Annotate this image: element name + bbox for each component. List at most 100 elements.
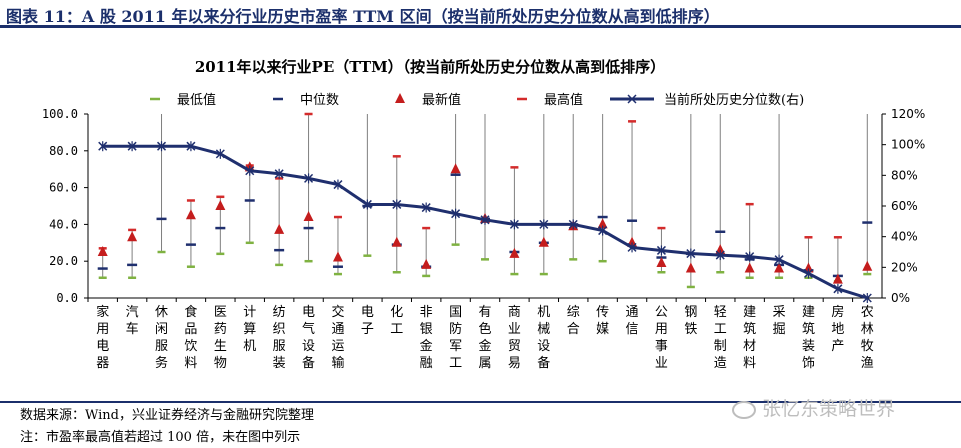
- percentile-point: [421, 202, 431, 213]
- percentile-point: [186, 141, 196, 152]
- legend-label: 最新值: [422, 92, 461, 108]
- figure-title: 图表 11：A 股 2011 年以来分行业历史市盈率 TTM 区间（按当前所处历…: [0, 0, 961, 28]
- y-tick-label: 40.0: [49, 217, 78, 231]
- latest-marker: [832, 273, 843, 284]
- x-tick-label: 房地产: [831, 304, 844, 354]
- percentile-point: [127, 141, 137, 152]
- percentile-point: [686, 248, 696, 259]
- x-tick-label: 机械设备: [537, 305, 550, 371]
- x-tick-label: 化工: [390, 305, 403, 337]
- legend-label: 中位数: [300, 93, 339, 108]
- chart-axes: 100.0 80.0 60.0 40.0 20.0 0.0 120% 100% 80% 60% 40…: [42, 107, 925, 371]
- percentile-point: [862, 293, 872, 303]
- watermark-text: 张忆东策略世界: [762, 398, 896, 420]
- latest-marker: [274, 223, 285, 234]
- y2-tick-label: 60%: [891, 199, 918, 213]
- legend-swatch: [627, 94, 637, 104]
- percentile-point: [715, 250, 725, 261]
- wechat-icon: [732, 400, 756, 419]
- x-tick-label: 医药生物: [214, 305, 227, 371]
- percentile-point: [156, 141, 167, 152]
- x-tick-label: 食品饮料: [184, 304, 197, 371]
- y-tick-label: 60.0: [49, 181, 78, 195]
- x-tick-label: 电子: [361, 305, 374, 337]
- legend-label: 最低值: [177, 92, 216, 108]
- x-tick-label: 国防军工: [449, 305, 462, 371]
- latest-marker: [538, 236, 549, 247]
- percentile-point: [803, 268, 814, 279]
- y2-tick-label: 40%: [891, 230, 918, 244]
- percentile-point: [539, 219, 549, 230]
- x-tick-label: 有色金属: [478, 305, 491, 371]
- latest-marker: [332, 251, 343, 262]
- x-tick-label: 钢铁: [684, 305, 697, 337]
- pe-range-chart: 2011年以来行业PE（TTM）（按当前所处历史分位数从高到低排序） 最低值 中位…: [42, 58, 925, 371]
- percentile-point: [274, 168, 284, 179]
- percentile-point: [304, 173, 314, 184]
- y2-tick-label: 120%: [891, 107, 925, 121]
- percentile-point: [598, 225, 608, 236]
- y2-tick-label: 100%: [891, 138, 925, 152]
- x-tick-label: 汽车: [126, 305, 139, 337]
- latest-marker: [509, 247, 520, 258]
- percentile-point: [245, 165, 255, 176]
- percentile-point: [98, 141, 108, 152]
- x-tick-label: 综合: [567, 305, 580, 337]
- latest-marker: [97, 246, 108, 256]
- bottom-rule: [0, 401, 961, 403]
- y-tick-label: 0.0: [56, 291, 78, 305]
- x-tick-label: 家用电器: [96, 304, 109, 371]
- x-tick-label: 计算机: [243, 305, 256, 354]
- latest-marker: [744, 262, 755, 273]
- legend-label: 当前所处历史分位数(右): [664, 92, 804, 108]
- x-tick-label: 建筑材料: [743, 305, 756, 371]
- legend-swatch: [395, 93, 405, 103]
- chart-legend: 最低值 中位数 最新值 最高值 当前所处历史分位数(右): [150, 92, 804, 108]
- x-tick-label: 农林牧渔: [861, 305, 874, 371]
- chart-title: 2011年以来行业PE（TTM）（按当前所处历史分位数从高到低排序）: [195, 58, 665, 76]
- latest-marker: [597, 218, 608, 229]
- y2-tick-label: 80%: [891, 168, 918, 182]
- x-tick-label: 交通运输: [331, 304, 344, 371]
- x-tick-label: 采掘: [773, 305, 786, 337]
- latest-marker: [215, 200, 226, 210]
- percentile-point: [451, 208, 461, 219]
- percentile-point: [833, 283, 843, 294]
- latest-marker: [450, 163, 461, 174]
- source-note: 数据来源：Wind，兴业证券经济与金融研究院整理: [20, 408, 314, 423]
- x-tick-label: 建筑装饰: [802, 305, 815, 371]
- percentile-point: [392, 199, 402, 210]
- x-tick-label: 纺织服装: [273, 305, 286, 371]
- legend-label: 最高值: [544, 92, 583, 108]
- percentile-point: [745, 251, 755, 262]
- x-tick-label: 公用事业: [655, 305, 668, 371]
- watermark: 张忆东策略世界: [732, 394, 895, 421]
- percentile-point: [656, 245, 666, 256]
- percentile-point: [774, 254, 784, 265]
- percentile-point: [509, 219, 519, 230]
- latest-marker: [421, 258, 432, 269]
- y-tick-label: 20.0: [49, 254, 78, 268]
- y2-tick-label: 0%: [891, 291, 910, 305]
- latest-marker: [185, 209, 196, 220]
- latest-marker: [656, 257, 667, 268]
- y2-tick-label: 20%: [891, 260, 918, 274]
- percentile-point: [568, 219, 578, 230]
- latest-marker: [303, 211, 314, 222]
- y-tick-label: 100.0: [42, 107, 78, 121]
- percentile-point: [627, 242, 637, 253]
- x-tick-label: 非银金融: [420, 305, 433, 371]
- latest-marker: [391, 236, 402, 247]
- x-tick-label: 电气设备: [302, 305, 315, 371]
- percentile-point: [362, 199, 372, 210]
- x-tick-label: 轻工制造: [714, 305, 727, 371]
- x-tick-label: 通信: [626, 305, 639, 337]
- percentile-point: [215, 148, 225, 159]
- latest-marker: [862, 260, 873, 271]
- latest-marker: [127, 231, 138, 242]
- latest-marker: [774, 262, 785, 273]
- x-tick-label: 休闲服务: [155, 305, 168, 371]
- x-tick-label: 传媒: [596, 305, 609, 337]
- percentile-point: [333, 179, 343, 190]
- latest-marker: [685, 262, 696, 273]
